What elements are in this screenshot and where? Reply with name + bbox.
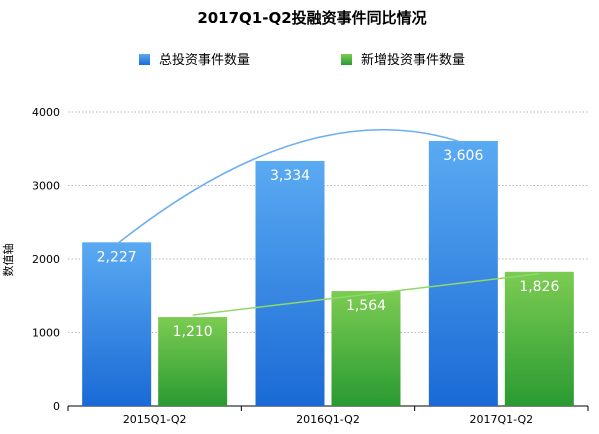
trendlines: [116, 129, 540, 316]
legend-label-0: 总投资事件数量: [159, 52, 250, 68]
bars: [82, 140, 574, 407]
bar-0-0: [82, 242, 152, 406]
y-axis-title: 数值轴: [1, 244, 15, 277]
legend: 总投资事件数量 新增投资事件数量: [139, 52, 465, 68]
legend-label-1: 新增投资事件数量: [361, 52, 465, 68]
x-tick-label: 2015Q1-Q2: [123, 413, 187, 426]
data-label: 1,826: [519, 279, 559, 295]
bar-1-0: [158, 317, 228, 406]
legend-swatch-1: [341, 54, 352, 65]
y-tick-label: 0: [53, 400, 60, 413]
data-label: 2,227: [97, 249, 137, 265]
data-label: 3,334: [270, 168, 310, 184]
data-label: 1,564: [346, 298, 386, 314]
trendline-0: [116, 129, 464, 245]
bar-0-1: [255, 160, 325, 406]
y-tick-label: 3000: [32, 180, 60, 193]
bar-0-2: [428, 140, 498, 407]
chart-title: 2017Q1-Q2投融资事件同比情况: [197, 9, 426, 27]
x-tick-label: 2017Q1-Q2: [469, 413, 533, 426]
data-label: 3,606: [443, 148, 483, 164]
bar-1-1: [331, 291, 401, 406]
x-tick-label: 2016Q1-Q2: [296, 413, 360, 426]
data-labels: 2,227 3,334 3,606 1,210 1,564 1,826: [97, 148, 560, 340]
data-label: 1,210: [173, 324, 213, 340]
bar-1-2: [504, 271, 574, 406]
legend-swatch-0: [139, 54, 150, 65]
axes: 0 1000 2000 3000 4000 2015Q1-Q2 2016Q1-Q2 2017Q…: [32, 106, 589, 426]
y-tick-label: 2000: [32, 253, 60, 266]
y-tick-label: 4000: [32, 106, 60, 119]
trendline-1: [192, 273, 540, 316]
gridlines: [68, 111, 588, 333]
y-tick-label: 1000: [32, 327, 60, 340]
